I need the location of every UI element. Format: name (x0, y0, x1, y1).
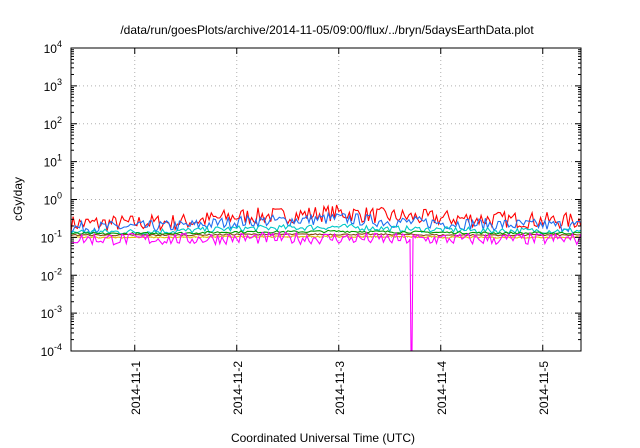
y-tick-exponent: -4 (54, 342, 62, 352)
y-tick-base: 10 (44, 156, 58, 170)
series-group (70, 204, 582, 352)
y-tick-base: 10 (44, 194, 58, 208)
y-tick-base: 10 (44, 42, 58, 56)
y-tick-base: 10 (41, 345, 55, 359)
y-tick-base: 10 (41, 269, 55, 283)
y-axis-label: cGy/day (11, 177, 25, 221)
y-tick-exponent: -2 (54, 266, 62, 276)
y-tick-exponent: 3 (57, 77, 62, 87)
x-axis: 2014-11-1 2014-11-2 2014-11-3 2014-11-4 2014… (129, 48, 551, 415)
y-tick-base: 10 (44, 118, 58, 132)
series-line (70, 229, 582, 236)
y-tick-label: 104 (44, 39, 62, 56)
y-tick-exponent: -1 (54, 228, 62, 238)
y-tick-exponent: 4 (57, 39, 62, 49)
y-tick-exponent: -3 (54, 304, 62, 314)
y-tick-base: 10 (41, 307, 55, 321)
grid (71, 48, 581, 351)
x-tick-label: 2014-11-4 (435, 361, 449, 415)
x-tick-label: 2014-11-5 (537, 361, 551, 415)
series-line (70, 204, 582, 233)
x-tick-label: 2014-11-3 (333, 361, 347, 415)
x-tick-label: 2014-11-1 (129, 361, 143, 415)
y-tick-label: 101 (44, 153, 62, 170)
y-tick-label: 10-3 (41, 304, 62, 321)
y-tick-exponent: 1 (57, 153, 62, 163)
x-axis-label: Coordinated Universal Time (UTC) (231, 431, 415, 445)
x-tick-label: 2014-11-2 (231, 361, 245, 415)
y-tick-label: 100 (44, 191, 62, 208)
series-line (70, 223, 582, 236)
y-tick-label: 10-2 (41, 266, 62, 283)
y-tick-label: 10-4 (41, 342, 62, 359)
y-tick-base: 10 (41, 231, 55, 245)
series-line (70, 230, 582, 352)
y-tick-exponent: 2 (57, 115, 62, 125)
y-tick-label: 103 (44, 77, 62, 94)
y-tick-label: 102 (44, 115, 62, 132)
y-tick-label: 10-1 (41, 228, 62, 245)
chart-title: /data/run/goesPlots/archive/2014-11-05/0… (120, 23, 534, 37)
y-tick-exponent: 0 (57, 191, 62, 201)
y-tick-base: 10 (44, 80, 58, 94)
series-line (70, 235, 581, 239)
